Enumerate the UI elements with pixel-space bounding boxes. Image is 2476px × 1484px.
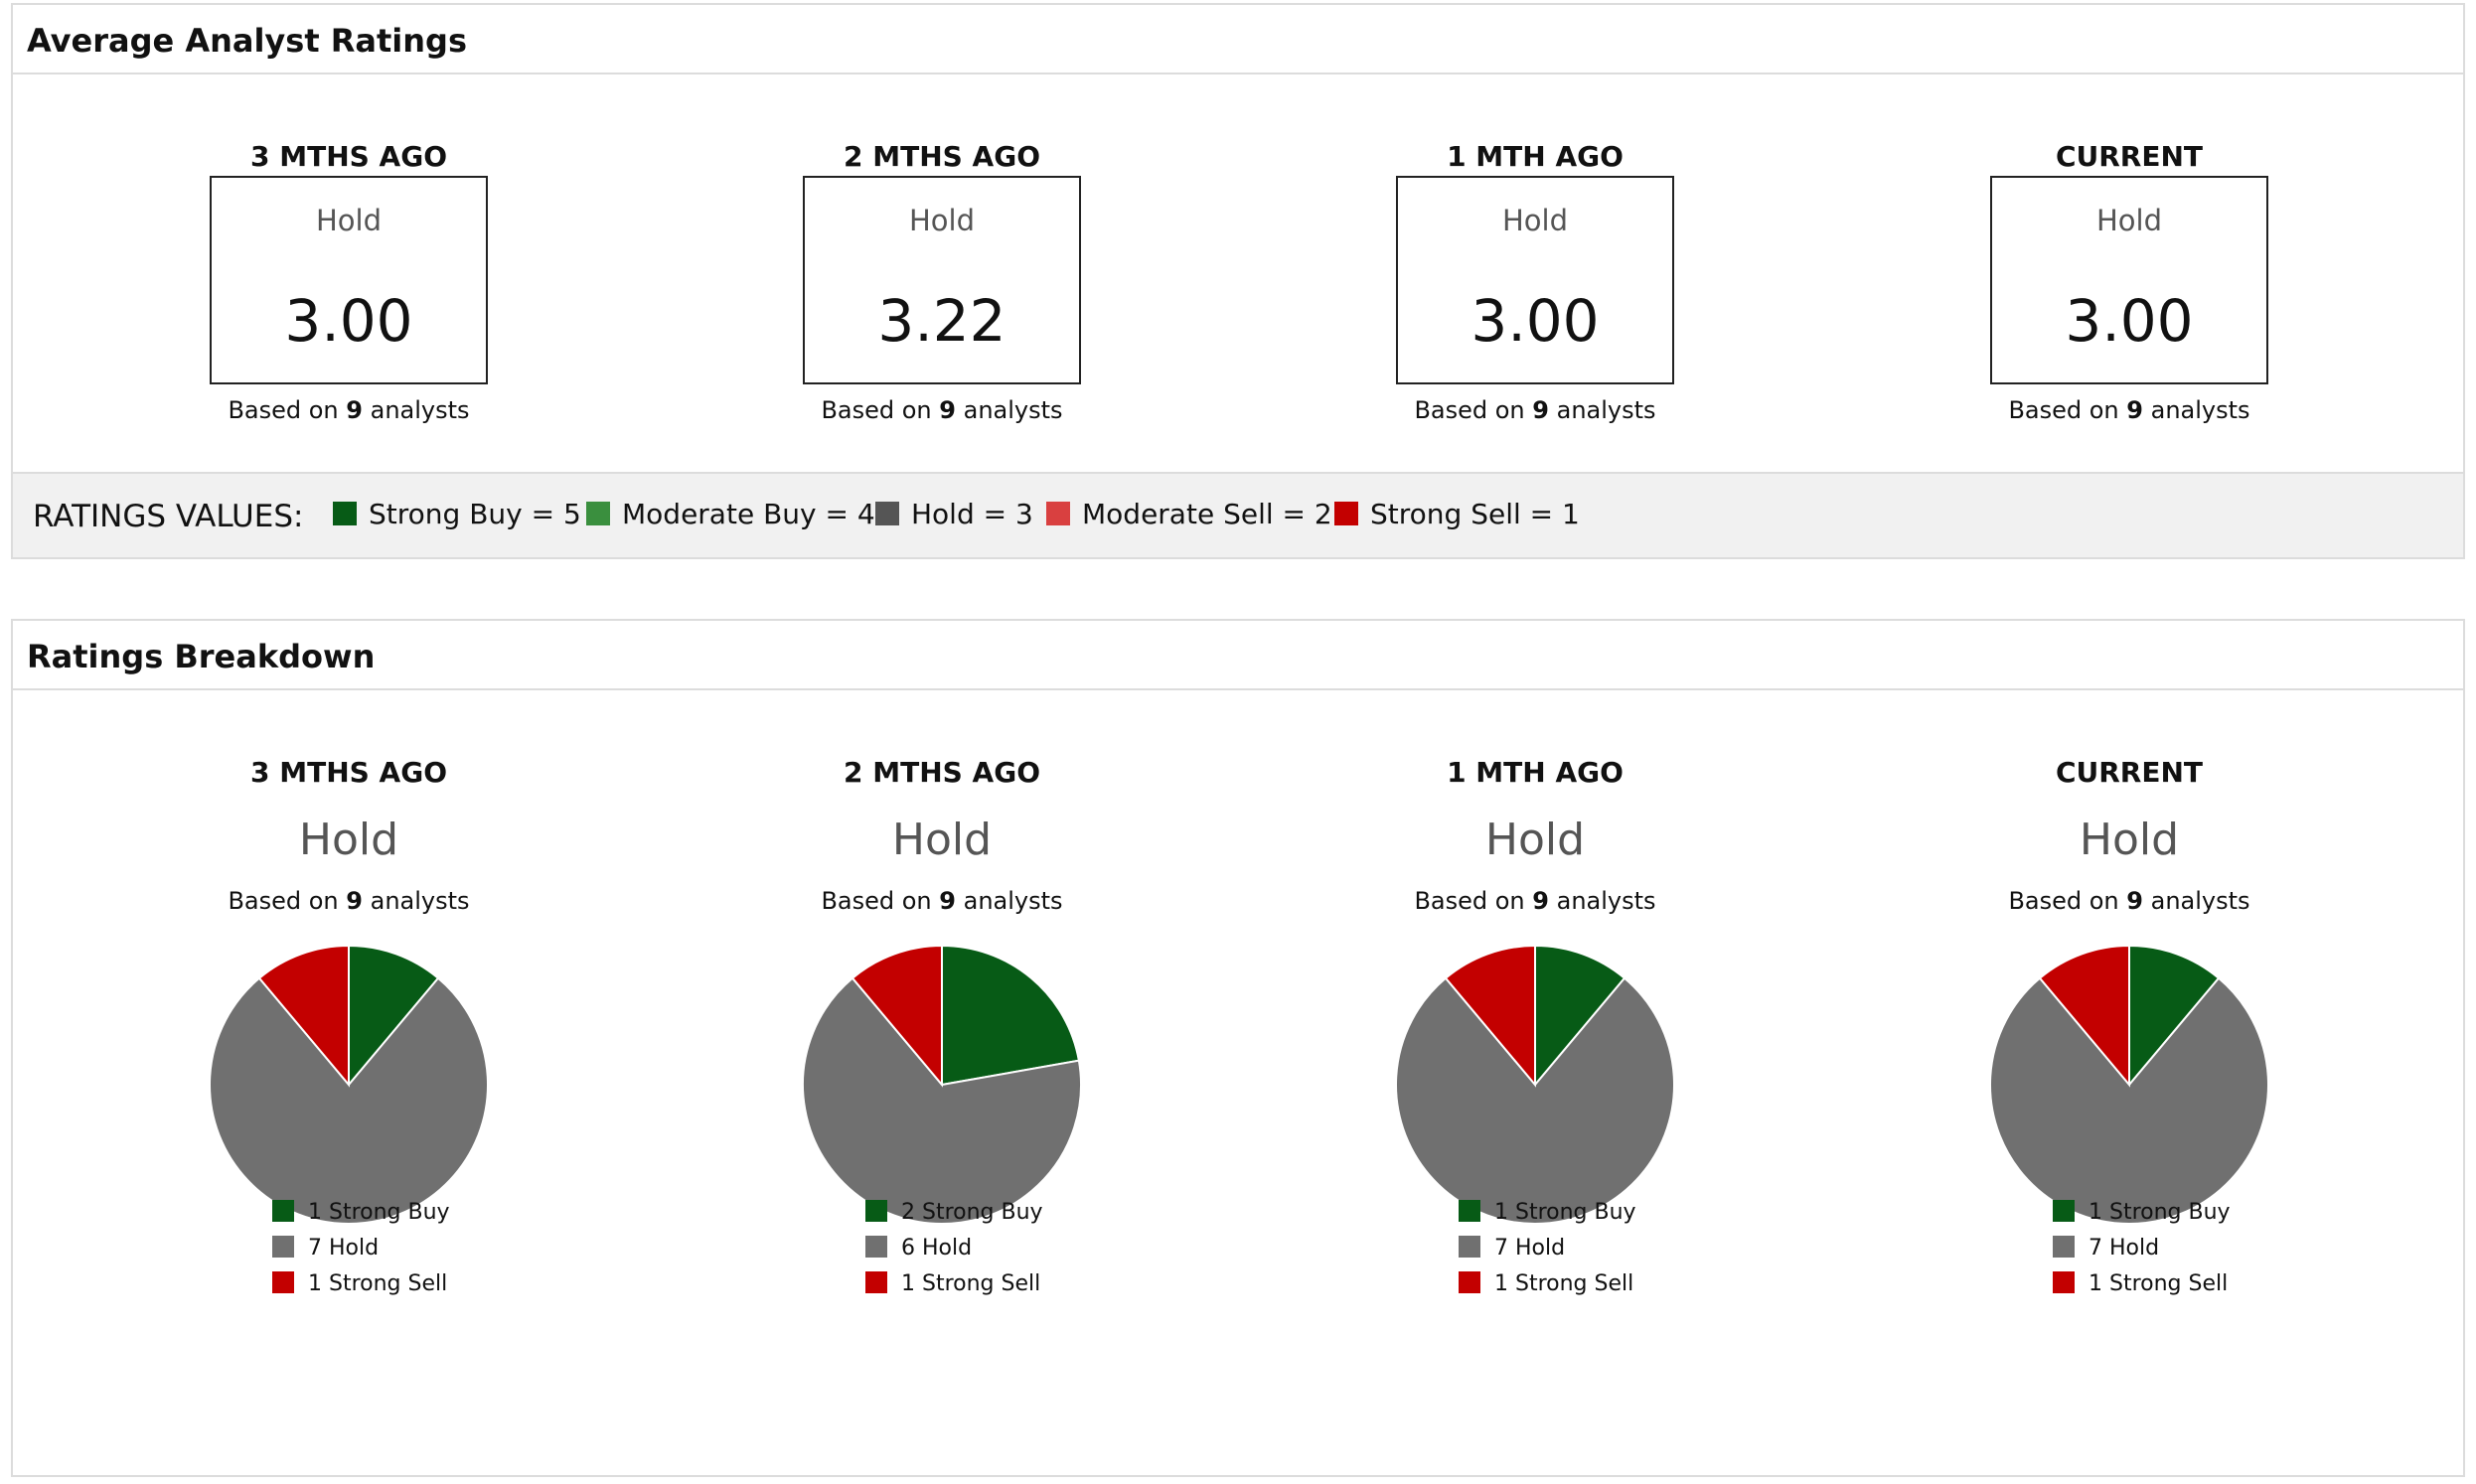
strong-buy-swatch	[1459, 1200, 1480, 1222]
avg-period-title: 3 MTHS AGO	[250, 140, 447, 173]
breakdown-period-title: 3 MTHS AGO	[250, 756, 447, 789]
pie-legend-item: 1 Strong Sell	[1459, 1271, 1636, 1307]
strong-sell-swatch	[1459, 1271, 1480, 1293]
moderate-sell-swatch	[1046, 502, 1070, 525]
avg-rating-box: Hold 3.00	[1990, 176, 2268, 384]
pie-slice-strong-buy	[2128, 944, 2221, 1088]
pie-legend-item: 1 Strong Sell	[272, 1271, 450, 1307]
pie-chart	[802, 944, 1082, 1225]
pie-legend: 1 Strong Buy 7 Hold 1 Strong Sell	[272, 1200, 450, 1307]
breakdown-based-on: Based on 9 analysts	[821, 887, 1063, 915]
breakdown-based-on: Based on 9 analysts	[228, 887, 470, 915]
avg-rating-label: Hold	[315, 204, 382, 237]
pie-legend-item: 1 Strong Sell	[2053, 1271, 2231, 1307]
ratings-breakdown-panel: Ratings Breakdown 3 MTHS AGO Hold Based …	[11, 619, 2465, 1477]
strong-sell-swatch	[865, 1271, 887, 1293]
strong-buy-swatch	[333, 502, 357, 525]
legend-strong-sell: Strong Sell = 1	[1334, 498, 1580, 530]
pie-slice-hold	[1395, 976, 1675, 1225]
legend-hold: Hold = 3	[875, 498, 1033, 530]
avg-rating-label: Hold	[908, 204, 975, 237]
strong-buy-swatch	[865, 1200, 887, 1222]
pie-legend-item: 1 Strong Buy	[272, 1200, 450, 1236]
avg-rating-value: 3.00	[1470, 287, 1600, 355]
avg-rating-label: Hold	[2095, 204, 2162, 237]
strong-buy-swatch	[2053, 1200, 2075, 1222]
strong-sell-swatch	[1334, 502, 1358, 525]
avg-period-title: 1 MTH AGO	[1447, 140, 1624, 173]
ratings-breakdown-title: Ratings Breakdown	[27, 638, 376, 675]
ratings-breakdown-header: Ratings Breakdown	[13, 621, 2463, 690]
pie-chart	[209, 944, 489, 1225]
legend-moderate-buy: Moderate Buy = 4	[586, 498, 875, 530]
pie-slice-hold	[802, 976, 1082, 1225]
average-analyst-ratings-panel: Average Analyst Ratings 3 MTHS AGO Hold …	[11, 3, 2465, 559]
avg-rating-label: Hold	[1501, 204, 1568, 237]
avg-rating-value: 3.00	[2065, 287, 2194, 355]
pie-legend: 2 Strong Buy 6 Hold 1 Strong Sell	[865, 1200, 1043, 1307]
average-ratings-title: Average Analyst Ratings	[27, 22, 467, 60]
legend-strong-buy: Strong Buy = 5	[333, 498, 581, 530]
breakdown-rating-label: Hold	[891, 815, 993, 865]
pie-slice-hold	[1989, 976, 2269, 1225]
avg-rating-value: 3.00	[284, 287, 413, 355]
avg-period-title: CURRENT	[2055, 140, 2204, 173]
hold-swatch	[272, 1236, 294, 1258]
pie-legend-item: 7 Hold	[1459, 1236, 1636, 1271]
avg-rating-box: Hold 3.22	[803, 176, 1081, 384]
breakdown-rating-label: Hold	[1484, 815, 1586, 865]
avg-rating-box: Hold 3.00	[210, 176, 488, 384]
hold-swatch	[875, 502, 899, 525]
breakdown-period-title: CURRENT	[2055, 756, 2204, 789]
avg-based-on: Based on 9 analysts	[228, 396, 470, 424]
avg-based-on: Based on 9 analysts	[821, 396, 1063, 424]
hold-swatch	[2053, 1236, 2075, 1258]
breakdown-rating-label: Hold	[298, 815, 399, 865]
pie-slice-strong-buy	[941, 944, 1081, 1087]
avg-rating-value: 3.22	[877, 287, 1006, 355]
pie-legend-item: 2 Strong Buy	[865, 1200, 1043, 1236]
hold-swatch	[1459, 1236, 1480, 1258]
pie-legend-item: 1 Strong Sell	[865, 1271, 1043, 1307]
avg-rating-box: Hold 3.00	[1396, 176, 1674, 384]
pie-slice-strong-sell	[1444, 944, 1536, 1088]
pie-slice-strong-sell	[257, 944, 350, 1088]
pie-legend-item: 7 Hold	[272, 1236, 450, 1271]
breakdown-based-on: Based on 9 analysts	[2008, 887, 2250, 915]
pie-slice-hold	[209, 976, 489, 1225]
breakdown-period-title: 1 MTH AGO	[1447, 756, 1624, 789]
hold-swatch	[865, 1236, 887, 1258]
moderate-buy-swatch	[586, 502, 610, 525]
avg-period-title: 2 MTHS AGO	[844, 140, 1040, 173]
average-ratings-header: Average Analyst Ratings	[13, 5, 2463, 74]
avg-based-on: Based on 9 analysts	[1414, 396, 1656, 424]
pie-slice-strong-sell	[2038, 944, 2130, 1088]
breakdown-period-title: 2 MTHS AGO	[844, 756, 1040, 789]
pie-legend-item: 6 Hold	[865, 1236, 1043, 1271]
pie-legend-item: 1 Strong Buy	[2053, 1200, 2231, 1236]
pie-chart	[1989, 944, 2269, 1225]
pie-legend-item: 1 Strong Buy	[1459, 1200, 1636, 1236]
strong-sell-swatch	[272, 1271, 294, 1293]
pie-chart	[1395, 944, 1675, 1225]
strong-buy-swatch	[272, 1200, 294, 1222]
avg-based-on: Based on 9 analysts	[2008, 396, 2250, 424]
pie-legend: 1 Strong Buy 7 Hold 1 Strong Sell	[2053, 1200, 2231, 1307]
breakdown-rating-label: Hold	[2079, 815, 2180, 865]
pie-legend: 1 Strong Buy 7 Hold 1 Strong Sell	[1459, 1200, 1636, 1307]
strong-sell-swatch	[2053, 1271, 2075, 1293]
pie-slice-strong-sell	[851, 944, 943, 1088]
pie-slice-strong-buy	[1534, 944, 1626, 1088]
ratings-values-label: RATINGS VALUES:	[33, 499, 304, 534]
pie-slice-strong-buy	[348, 944, 440, 1088]
ratings-values-legend: RATINGS VALUES: Strong Buy = 5 Moderate …	[13, 472, 2463, 557]
pie-legend-item: 7 Hold	[2053, 1236, 2231, 1271]
legend-moderate-sell: Moderate Sell = 2	[1046, 498, 1332, 530]
breakdown-based-on: Based on 9 analysts	[1414, 887, 1656, 915]
